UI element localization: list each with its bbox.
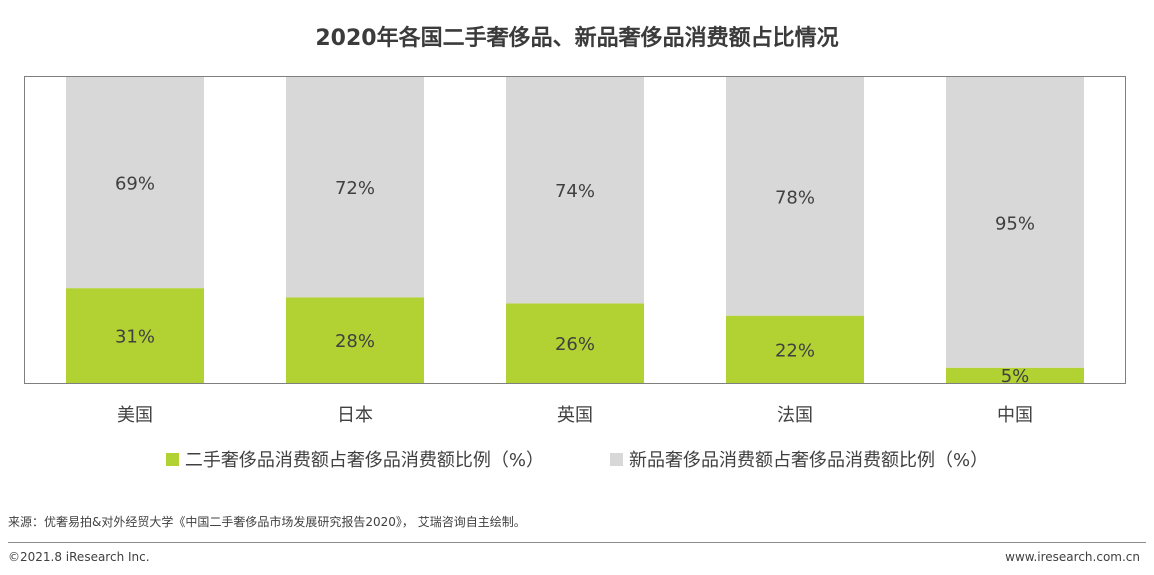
x-tick-label-1: 美国 — [117, 405, 153, 426]
bar-new-1 — [66, 77, 204, 289]
legend-swatch-new — [610, 452, 623, 466]
x-tick-label-2: 日本 — [337, 405, 373, 426]
source-note: 来源：优奢易拍&对外经贸大学《中国二手奢侈品市场发展研究报告2020》， 艾瑞咨… — [8, 515, 526, 529]
x-tick-label-5: 中国 — [997, 405, 1033, 426]
data-label-secondhand-4: 22% — [775, 340, 815, 361]
legend: 二手奢侈品消费额占奢侈品消费额比例（%） 新品奢侈品消费额占奢侈品消费额比例（%… — [0, 446, 1154, 472]
bar-secondhand-4 — [726, 315, 864, 383]
data-label-new-3: 74% — [555, 181, 595, 202]
footer-divider — [8, 542, 1146, 543]
data-label-secondhand-3: 26% — [555, 334, 595, 355]
bar-secondhand-2 — [286, 297, 424, 383]
x-tick-label-4: 法国 — [777, 405, 813, 426]
data-label-new-1: 69% — [115, 174, 155, 195]
data-label-new-4: 78% — [775, 187, 815, 208]
data-label-new-5: 95% — [995, 213, 1035, 234]
data-label-secondhand-5: 5% — [1001, 366, 1030, 387]
x-tick-label-3: 英国 — [557, 405, 593, 426]
website-link[interactable]: www.iresearch.com.cn — [1005, 550, 1140, 564]
bar-new-4 — [726, 77, 864, 316]
legend-label-new: 新品奢侈品消费额占奢侈品消费额比例（%） — [629, 450, 989, 471]
bar-new-3 — [506, 77, 644, 304]
data-label-secondhand-2: 28% — [335, 331, 375, 352]
bar-new-2 — [286, 77, 424, 298]
bar-new-5 — [946, 77, 1084, 368]
bar-secondhand-5 — [946, 367, 1084, 383]
legend-item-secondhand: 二手奢侈品消费额占奢侈品消费额比例（%） — [165, 446, 544, 472]
bar-secondhand-1 — [66, 288, 204, 383]
bar-secondhand-3 — [506, 303, 644, 383]
data-label-secondhand-1: 31% — [115, 327, 155, 348]
stacked-bar-chart: 31% 69% 美国 28% 72% 日本 26% 74% 英国 22% 78% 法国 5% 95% 中国 — [66, 77, 1084, 426]
legend-label-secondhand: 二手奢侈品消费额占奢侈品消费额比例（%） — [184, 450, 544, 471]
copyright: ©2021.8 iResearch Inc. — [8, 550, 150, 564]
legend-swatch-secondhand — [165, 452, 179, 466]
data-label-new-2: 72% — [335, 178, 375, 199]
legend-item-new: 新品奢侈品消费额占奢侈品消费额比例（%） — [610, 446, 988, 472]
chart-title: 2020年各国二手奢侈品、新品奢侈品消费额占比情况 — [315, 26, 839, 51]
plot-area — [24, 76, 1126, 384]
